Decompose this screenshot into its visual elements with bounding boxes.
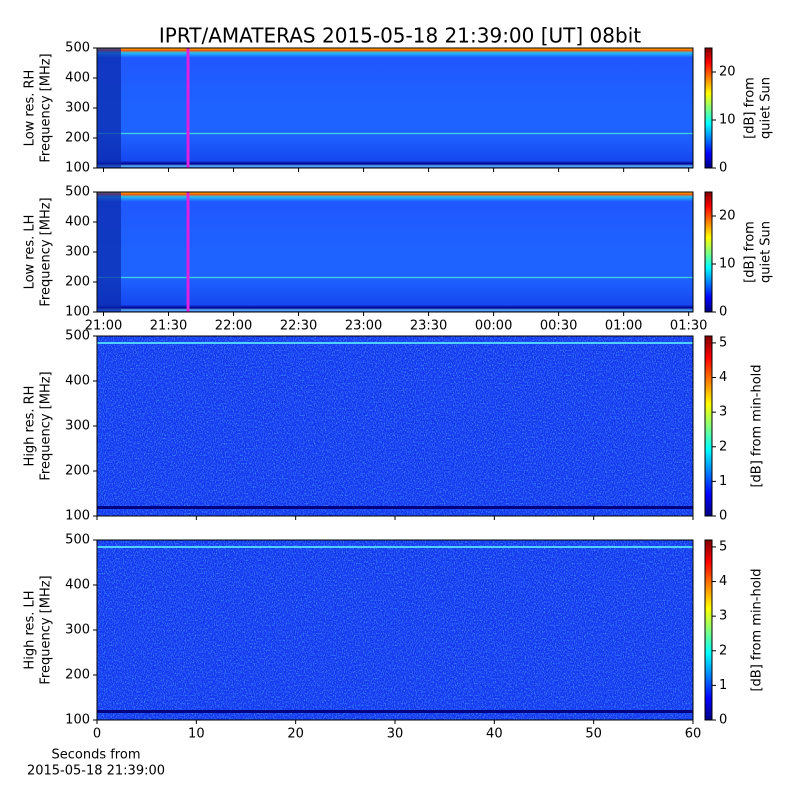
x-tick-label: 60 — [685, 727, 702, 742]
y-tick-label: 300 — [65, 419, 90, 434]
x-tick-label: 21:00 — [85, 319, 122, 334]
y-tick-label: 400 — [65, 578, 90, 593]
x-axis-label: Seconds from — [51, 748, 140, 763]
x-tick-label: 40 — [486, 727, 503, 742]
y-tick-label: 300 — [65, 623, 90, 638]
colorbar-tick-label: 20 — [719, 209, 736, 224]
y-tick-label: 500 — [65, 185, 90, 200]
y-tick-label: 100 — [65, 509, 90, 524]
colorbar-tick-label: 0 — [719, 509, 727, 524]
colorbar — [704, 335, 713, 517]
x-tick-label: 00:30 — [540, 319, 577, 334]
figure-title: IPRT/AMATERAS 2015-05-18 21:39:00 [UT] 0… — [159, 24, 641, 48]
y-tick-label: 100 — [65, 305, 90, 320]
spectrogram — [97, 48, 693, 168]
y-tick-label: 300 — [65, 245, 90, 260]
y-tick-label: 500 — [65, 329, 90, 344]
y-tick-label: 100 — [65, 713, 90, 728]
colorbar-label: quiet Sun — [759, 77, 774, 139]
y-axis-label: Low res. RH — [23, 70, 38, 147]
colorbar-tick-label: 10 — [719, 257, 736, 272]
colorbar-tick-label: 20 — [719, 65, 736, 80]
colorbar-tick-label: 5 — [719, 335, 727, 350]
spectrogram-edge — [97, 192, 121, 312]
spectrogram — [97, 192, 693, 312]
x-tick-label: 50 — [585, 727, 602, 742]
x-tick-label: 00:00 — [475, 319, 512, 334]
y-tick-label: 400 — [65, 374, 90, 389]
spectrogram-band — [97, 342, 693, 344]
colorbar-tick-label: 3 — [719, 609, 727, 624]
x-tick-label: 0 — [93, 727, 101, 742]
spectrogram-edge — [97, 48, 121, 168]
x-tick-label: 01:30 — [670, 319, 707, 334]
colorbar-tick-label: 2 — [719, 643, 727, 658]
y-tick-label: 300 — [65, 101, 90, 116]
colorbar-tick-label: 0 — [719, 305, 727, 320]
x-tick-label: 30 — [387, 727, 404, 742]
colorbar-tick-label: 0 — [719, 161, 727, 176]
x-tick-label: 23:30 — [410, 319, 447, 334]
y-tick-label: 500 — [65, 41, 90, 56]
x-tick-label: 01:00 — [605, 319, 642, 334]
spectrogram-band — [97, 506, 693, 509]
colorbar-tick-label: 10 — [719, 113, 736, 128]
colorbar — [704, 191, 713, 313]
y-tick-label: 400 — [65, 215, 90, 230]
y-axis-label: Frequency [MHz] — [39, 575, 54, 684]
colorbar-tick-label: 1 — [719, 678, 727, 693]
colorbar-tick-label: 4 — [719, 574, 727, 589]
colorbar-label: quiet Sun — [759, 221, 774, 283]
colorbar-label: [dB] from — [743, 77, 758, 139]
colorbar — [704, 539, 713, 721]
spectrogram-band — [97, 710, 693, 713]
x-axis-label: 2015-05-18 21:39:00 — [27, 764, 165, 779]
colorbar-tick-label: 2 — [719, 439, 727, 454]
colorbar-tick-label: 3 — [719, 405, 727, 420]
y-axis-label: Frequency [MHz] — [39, 371, 54, 480]
y-tick-label: 500 — [65, 533, 90, 548]
y-axis-label: High res. LH — [23, 590, 38, 669]
x-tick-label: 10 — [188, 727, 205, 742]
spectrogram-noise — [97, 336, 693, 516]
colorbar-label: [dB] from — [743, 221, 758, 283]
colorbar — [704, 47, 713, 169]
spectrogram-band — [97, 546, 693, 548]
y-tick-label: 200 — [65, 275, 90, 290]
x-tick-label: 22:00 — [215, 319, 252, 334]
colorbar-tick-label: 0 — [719, 713, 727, 728]
x-tick-label: 22:30 — [280, 319, 317, 334]
x-tick-label: 23:00 — [345, 319, 382, 334]
colorbar-label: [dB] from min-hold — [750, 568, 765, 691]
y-tick-label: 200 — [65, 131, 90, 146]
y-axis-label: High res. RH — [23, 386, 38, 467]
colorbar-tick-label: 4 — [719, 370, 727, 385]
colorbar-tick-label: 5 — [719, 539, 727, 554]
x-tick-label: 20 — [287, 727, 304, 742]
y-tick-label: 100 — [65, 161, 90, 176]
y-axis-label: Low res. LH — [23, 215, 38, 290]
y-tick-label: 200 — [65, 668, 90, 683]
x-tick-label: 21:30 — [150, 319, 187, 334]
y-axis-label: Frequency [MHz] — [39, 197, 54, 306]
y-axis-label: Frequency [MHz] — [39, 53, 54, 162]
y-tick-label: 400 — [65, 71, 90, 86]
colorbar-tick-label: 1 — [719, 474, 727, 489]
spectrogram-noise — [97, 540, 693, 720]
colorbar-label: [dB] from min-hold — [750, 364, 765, 487]
y-tick-label: 200 — [65, 464, 90, 479]
